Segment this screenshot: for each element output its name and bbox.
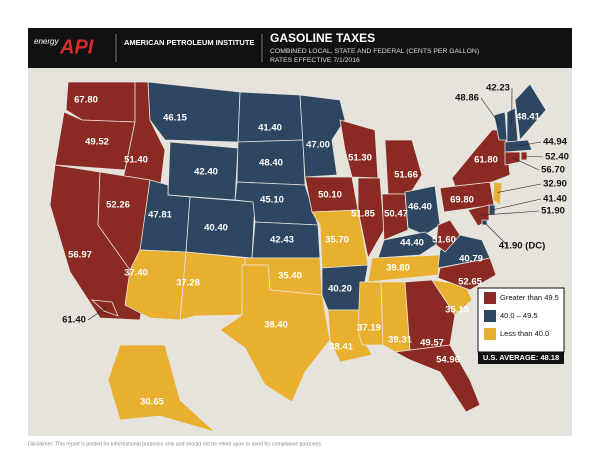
brand: energy [34, 37, 59, 46]
state-value: 44.40 [400, 238, 424, 249]
state [219, 264, 331, 403]
state-value: 52.26 [106, 200, 130, 211]
subtitle: COMBINED LOCAL, STATE AND FEDERAL (CENTS… [270, 48, 479, 55]
state [384, 139, 423, 195]
state-value: 61.40 [62, 315, 86, 326]
state-value: 61.80 [474, 155, 498, 166]
state-value: 46.40 [408, 202, 432, 213]
organization: AMERICAN PETROLEUM INSTITUTE [124, 38, 254, 47]
average-box [478, 352, 564, 364]
state-value: 40.20 [328, 284, 352, 295]
state-value: 44.94 [543, 137, 567, 148]
state-value: 52.40 [545, 152, 569, 163]
state-value: 42.23 [486, 83, 510, 94]
state-value: 35.70 [325, 235, 349, 246]
state-labels: 67.80 49.52 51.40 56.97 52.26 46.15 42.40 47.81… [62, 83, 569, 408]
state-value: 49.52 [85, 137, 109, 148]
state-value: 42.43 [270, 235, 294, 246]
state-value: 48.40 [259, 158, 283, 169]
state [357, 177, 385, 260]
state-value: 41.90 (DC) [499, 241, 545, 252]
state [404, 185, 441, 236]
state-value: 52.65 [458, 277, 482, 288]
state [357, 281, 384, 346]
state-value: 37.40 [124, 268, 148, 279]
state [367, 254, 441, 283]
state [147, 81, 241, 143]
state-value: 32.90 [543, 179, 567, 190]
state-value: 67.80 [74, 95, 98, 106]
leader-line [512, 157, 540, 171]
leader-line [87, 307, 107, 321]
leader-line [497, 183, 542, 193]
logo: API [59, 36, 94, 58]
state-value: 39.80 [386, 263, 410, 274]
state [107, 344, 216, 433]
state-value: 46.15 [163, 113, 187, 124]
us-average: U.S. AVERAGE: 48.18 [483, 353, 559, 362]
date: RATES EFFECTIVE 7/1/2016 [270, 57, 360, 64]
legend-swatch [484, 310, 496, 322]
state-value: 45.10 [260, 195, 284, 206]
state-value: 35.15 [445, 305, 469, 316]
leader-line [523, 155, 544, 158]
state [504, 151, 521, 166]
state-value: 37.28 [176, 278, 200, 289]
legend-label: Greater than 49.5 [500, 293, 559, 302]
state [237, 91, 304, 143]
state-value: 56.97 [68, 250, 92, 261]
state-value: 41.40 [543, 194, 567, 205]
state-value: 41.40 [258, 123, 282, 134]
legend-swatch [484, 328, 496, 340]
state-value: 51.66 [394, 170, 418, 181]
state [339, 119, 379, 179]
state-value: 35.40 [278, 271, 302, 282]
header-band [28, 28, 572, 68]
state-value: 48.86 [455, 93, 479, 104]
state-value: 51.85 [351, 209, 375, 220]
legend: Greater than 49.5 40.0 – 49.5 Less than 40… [477, 287, 565, 364]
state-value: 51.30 [348, 153, 372, 164]
state-value: 69.80 [450, 195, 474, 206]
disclaimer: Disclaimer: This report is posted for in… [28, 441, 322, 447]
state [377, 231, 441, 259]
state-value: 49.57 [420, 338, 444, 349]
state-value: 47.00 [306, 140, 330, 151]
state [381, 193, 409, 241]
state-value: 50.10 [318, 190, 342, 201]
legend-swatch [484, 292, 496, 304]
state-value: 54.96 [436, 355, 460, 366]
state-value: 47.81 [148, 210, 172, 221]
state-value: 40.79 [459, 254, 483, 265]
state [435, 219, 461, 253]
legend-label: 40.0 – 49.5 [500, 311, 538, 320]
leader-line [480, 210, 540, 216]
legend-label: Less than 40.0 [500, 329, 549, 338]
state-value: 56.70 [541, 165, 565, 176]
state-value: 50.47 [384, 209, 408, 220]
state-value: 51.40 [124, 155, 148, 166]
state [393, 344, 481, 413]
state [492, 181, 503, 206]
state [179, 251, 246, 321]
state [514, 83, 547, 141]
state-value: 39.31 [388, 335, 412, 346]
leader-line [480, 97, 502, 127]
title: GASOLINE TAXES [270, 31, 375, 45]
state-value: 51.60 [432, 235, 456, 246]
leader-line [517, 141, 542, 147]
state-value: 48.41 [516, 112, 540, 123]
state-value: 40.40 [204, 223, 228, 234]
state [404, 279, 456, 351]
state-value: 38.40 [264, 320, 288, 331]
state-value: 51.90 [541, 206, 565, 217]
states [49, 81, 547, 433]
state-value: 30.65 [140, 397, 164, 408]
leader-line [484, 222, 509, 247]
state-value: 37.19 [357, 323, 381, 334]
state-value: 42.40 [194, 167, 218, 178]
leader-line [491, 198, 542, 211]
state-value: 38.41 [329, 342, 353, 353]
